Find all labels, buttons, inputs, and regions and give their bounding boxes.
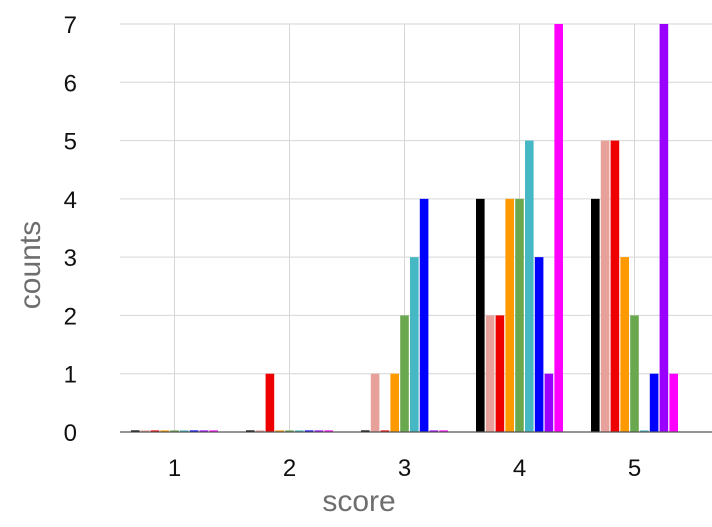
bar: [515, 198, 524, 432]
x-axis-title: score: [322, 485, 395, 518]
y-tick-label: 3: [64, 245, 77, 272]
x-tick-label: 2: [283, 455, 296, 482]
y-tick-label: 2: [64, 303, 77, 330]
bar: [544, 373, 554, 432]
x-tick-label: 5: [628, 455, 641, 482]
bar: [525, 140, 534, 432]
bar: [170, 430, 179, 432]
axes: 0 1 2 3 4 5 6 7 1 2 3 4 5: [64, 12, 712, 482]
y-tick-label: 4: [64, 187, 77, 214]
bar: [370, 373, 380, 432]
bar: [495, 315, 505, 432]
x-tick-label: 1: [168, 455, 181, 482]
y-tick-label: 1: [64, 362, 77, 389]
x-tick-label: 3: [398, 455, 411, 482]
bar: [630, 315, 639, 432]
y-tick-label: 6: [64, 70, 77, 97]
bar: [534, 257, 544, 432]
bar: [150, 430, 160, 432]
bar: [554, 24, 563, 432]
bar: [324, 430, 333, 432]
bar: [380, 430, 390, 432]
bar: [439, 430, 448, 432]
bar: [620, 257, 629, 432]
bar: [400, 315, 409, 432]
bar: [140, 430, 150, 432]
bar: [390, 373, 399, 432]
bar: [485, 315, 495, 432]
bar: [265, 373, 275, 432]
bar: [610, 140, 620, 432]
bar: [600, 140, 610, 432]
bar: [180, 430, 189, 432]
bar: [285, 430, 294, 432]
bar: [419, 198, 429, 432]
bar: [255, 430, 265, 432]
bar: [131, 430, 140, 432]
bar: [659, 24, 669, 432]
bar: [429, 430, 439, 432]
bar: [640, 430, 649, 432]
bar: [410, 257, 419, 432]
bar: [591, 198, 600, 432]
y-tick-label: 0: [64, 420, 77, 447]
bar: [199, 430, 209, 432]
bars: [131, 24, 678, 432]
bar: [209, 430, 218, 432]
bar: [649, 373, 659, 432]
bar: [189, 430, 199, 432]
y-tick-label: 7: [64, 12, 77, 39]
bar: [669, 373, 678, 432]
bar: [361, 430, 370, 432]
y-axis-title: counts: [14, 221, 47, 309]
y-tick-label: 5: [64, 129, 77, 156]
bar: [304, 430, 314, 432]
bar: [295, 430, 304, 432]
bar: [476, 198, 485, 432]
bar: [505, 198, 514, 432]
bar: [160, 430, 169, 432]
bar: [314, 430, 324, 432]
bar: [246, 430, 255, 432]
bar: [275, 430, 284, 432]
x-tick-label: 4: [513, 455, 526, 482]
